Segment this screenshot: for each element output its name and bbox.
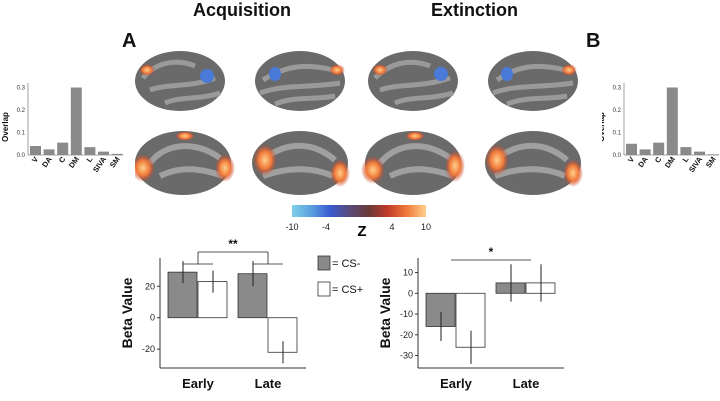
beta-chart-extinction: -30 -20 -10 0 10 Beta Value Early Late * [377, 245, 564, 391]
title-acquisition: Acquisition [193, 0, 291, 20]
overlap-y-label: Overlap [1, 112, 10, 142]
panel-label-b: B [586, 30, 601, 52]
overlap-bar [666, 87, 678, 155]
overlap-y-tick: 0.2 [613, 108, 622, 114]
overlap-x-tick: DA [636, 155, 650, 170]
overlap-bar [84, 147, 96, 155]
overlap-x-tick: V [626, 155, 636, 164]
beta-x-tick: Early [440, 376, 473, 391]
overlap-bar [626, 143, 637, 155]
beta-y-tick: 10 [403, 268, 413, 278]
overlap-y-tick: 0.1 [17, 131, 26, 137]
panel-label-a: A [122, 30, 137, 52]
overlap-x-tick: C [653, 155, 664, 165]
beta-chart-acquisition: -20 0 20 Beta Value Early Late ** = CS- = CS+ [119, 237, 363, 391]
overlap-bar [680, 147, 692, 155]
brain-lateral-right-acq [255, 51, 345, 111]
beta-x-tick: Early [182, 376, 215, 391]
overlap-x-tick: L [681, 155, 691, 164]
brain-medial-left-ext [361, 131, 465, 195]
overlap-bar [639, 149, 651, 155]
beta-y-tick: -10 [400, 309, 413, 319]
overlap-bar [707, 154, 719, 155]
legend-label: = CS- [332, 258, 361, 270]
brain-lateral-left-ext [368, 51, 458, 111]
overlap-bar [43, 149, 55, 155]
overlap-bar [98, 151, 109, 155]
overlap-x-tick: DM [67, 155, 81, 170]
brain-medial-right-acq [252, 131, 350, 195]
overlap-x-tick: SM [108, 155, 122, 169]
brain-medial-left-acq [135, 131, 235, 195]
overlap-x-tick: L [85, 155, 95, 164]
beta-y-tick: -30 [400, 351, 413, 361]
overlap-x-tick: DA [40, 155, 54, 170]
overlap-y-tick: 0.0 [17, 153, 26, 159]
overlap-y-tick: 0.3 [613, 86, 622, 92]
beta-y-tick: 0 [150, 313, 155, 323]
overlap-x-tick: C [57, 155, 68, 165]
overlap-x-tick: DM [663, 155, 677, 170]
overlap-bar [70, 87, 82, 155]
beta-y-tick: 20 [145, 281, 155, 291]
brain-lateral-left-acq [135, 51, 225, 111]
colorbar-tick: 10 [421, 222, 431, 232]
colorbar-tick: -4 [322, 222, 330, 232]
overlap-x-tick: SIVA [687, 155, 704, 175]
beta-x-tick: Late [255, 376, 282, 391]
beta-y-tick: -20 [400, 330, 413, 340]
beta-y-label: Beta Value [119, 277, 135, 348]
overlap-y-tick: 0.3 [17, 86, 26, 92]
brain-surfaces [135, 51, 583, 195]
legend-swatch [317, 281, 331, 297]
overlap-x-tick: SM [704, 155, 718, 169]
beta-y-label: Beta Value [377, 277, 393, 348]
overlap-bar [111, 153, 123, 155]
colorbar-gradient [292, 205, 426, 217]
overlap-y-tick: 0.1 [613, 131, 622, 137]
colorbar-tick: -10 [285, 222, 298, 232]
overlap-bar [653, 142, 665, 155]
overlap-bar [30, 146, 41, 155]
brain-medial-right-ext [485, 131, 583, 195]
colorbar: -10 -4 4 10 Z [285, 205, 431, 239]
overlap-bar [694, 151, 705, 155]
overlap-x-tick: SIVA [91, 155, 108, 175]
overlap-y-tick: 0.2 [17, 108, 26, 114]
beta-y-tick: 0 [408, 288, 413, 298]
legend-swatch [317, 255, 331, 271]
overlap-y-tick: 0.0 [613, 153, 622, 159]
brain-lateral-right-ext [488, 51, 578, 111]
beta-y-tick: -20 [142, 344, 155, 354]
overlap-y-label: Overlap [602, 112, 606, 142]
legend-label: = CS+ [332, 284, 363, 296]
beta-x-tick: Late [513, 376, 540, 391]
colorbar-label: Z [357, 223, 366, 239]
significance-marker: * [489, 245, 494, 259]
overlap-bar [57, 142, 69, 155]
colorbar-tick: 4 [389, 222, 394, 232]
title-extinction: Extinction [431, 0, 519, 20]
significance-marker: ** [228, 237, 238, 251]
overlap-x-tick: V [30, 155, 40, 164]
